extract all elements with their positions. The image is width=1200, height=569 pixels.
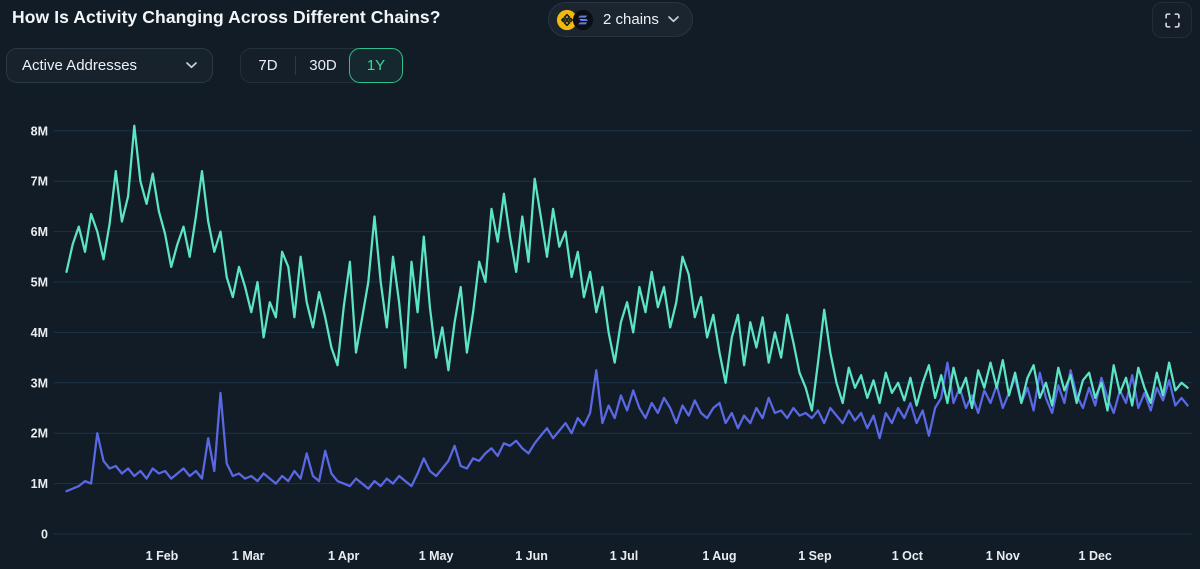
range-button-1y[interactable]: 1Y [349, 48, 403, 83]
bnb-coin-icon [556, 9, 578, 30]
y-axis-tick-label: 2M [31, 427, 48, 441]
x-axis-tick-label: 1 Jul [610, 549, 639, 563]
x-axis-tick-label: 1 Feb [146, 549, 179, 563]
series-line-chain-teal[interactable] [65, 124, 1189, 412]
x-axis-tick-label: 1 Aug [702, 549, 736, 563]
metric-selector[interactable]: Active Addresses [6, 48, 213, 83]
chains-selector[interactable]: 2 chains [548, 2, 693, 37]
x-axis-tick-label: 1 May [419, 549, 454, 563]
y-axis-tick-label: 7M [31, 175, 48, 189]
x-axis-tick-label: 1 Jun [515, 549, 548, 563]
fullscreen-expand-icon [1164, 12, 1180, 28]
chevron-down-icon [186, 62, 197, 69]
line-chart: 0 1M 2M 3M 4M 5M 6M 7M 8M 1 Feb 1 Mar 1 Apr 1 May 1 J… [31, 124, 1192, 563]
y-axis-tick-label: 3M [31, 376, 48, 390]
x-axis-tick-label: 1 Oct [892, 549, 924, 563]
series-line-chain-indigo[interactable] [65, 361, 1189, 493]
chain-icons [556, 9, 594, 31]
fullscreen-button[interactable] [1152, 2, 1192, 38]
x-axis-tick-label: 1 Apr [328, 549, 360, 563]
y-axis-tick-label: 6M [31, 225, 48, 239]
x-axis-tick-label: 1 Mar [232, 549, 265, 563]
x-axis-tick-label: 1 Nov [986, 549, 1020, 563]
chart-plot-area[interactable]: 0 1M 2M 3M 4M 5M 6M 7M 8M 1 Feb 1 Mar 1 Apr 1 May 1 J… [0, 95, 1200, 569]
metric-selector-value: Active Addresses [22, 57, 138, 74]
y-axis-tick-label: 0 [41, 528, 48, 542]
range-button-30d[interactable]: 30D [296, 49, 350, 82]
page-title: How Is Activity Changing Across Differen… [12, 7, 441, 27]
y-axis-tick-label: 1M [31, 477, 48, 491]
x-axis-tick-label: 1 Dec [1079, 549, 1112, 563]
chains-selector-label: 2 chains [603, 11, 659, 28]
range-button-7d[interactable]: 7D [241, 49, 295, 82]
x-axis-tick-label: 1 Sep [798, 549, 832, 563]
chevron-down-icon [668, 16, 679, 23]
y-axis-tick-label: 5M [31, 276, 48, 290]
y-axis-tick-label: 4M [31, 326, 48, 340]
y-axis-tick-label: 8M [31, 124, 48, 138]
time-range-group: 7D 30D 1Y [240, 48, 403, 83]
solana-coin-icon [572, 9, 594, 30]
range-divider [295, 56, 296, 75]
